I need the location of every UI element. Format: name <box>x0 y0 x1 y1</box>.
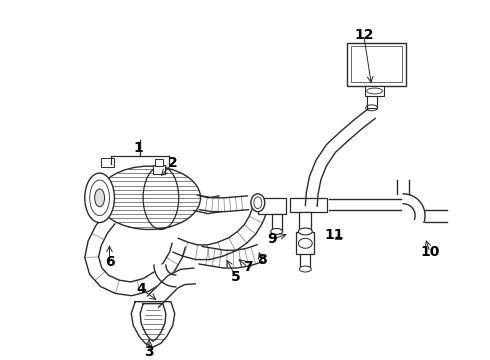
Polygon shape <box>425 210 447 221</box>
Bar <box>153 165 165 174</box>
Ellipse shape <box>298 228 312 235</box>
Polygon shape <box>397 180 409 194</box>
Text: 11: 11 <box>324 228 344 242</box>
Bar <box>272 213 282 231</box>
Bar <box>258 198 286 213</box>
Polygon shape <box>147 268 195 307</box>
Polygon shape <box>173 207 267 260</box>
Bar <box>367 86 376 108</box>
Polygon shape <box>194 195 221 213</box>
Bar <box>155 159 163 166</box>
FancyBboxPatch shape <box>347 42 406 86</box>
Polygon shape <box>140 303 166 341</box>
Polygon shape <box>131 302 175 347</box>
Text: 10: 10 <box>420 245 440 259</box>
Ellipse shape <box>98 166 200 229</box>
Bar <box>290 198 327 212</box>
Text: 6: 6 <box>105 255 114 269</box>
Polygon shape <box>199 245 263 268</box>
Bar <box>296 233 314 254</box>
Polygon shape <box>154 265 176 287</box>
Text: 1: 1 <box>133 141 143 156</box>
Text: 12: 12 <box>354 28 373 42</box>
Ellipse shape <box>95 189 104 207</box>
Text: 2: 2 <box>168 156 178 170</box>
Polygon shape <box>305 109 375 206</box>
Polygon shape <box>403 194 425 222</box>
Ellipse shape <box>270 229 283 234</box>
Bar <box>100 158 115 167</box>
Polygon shape <box>199 196 248 212</box>
Text: 3: 3 <box>144 345 154 359</box>
Ellipse shape <box>299 266 311 272</box>
Text: 4: 4 <box>136 282 146 296</box>
Polygon shape <box>85 215 185 296</box>
Text: 8: 8 <box>257 253 267 267</box>
Ellipse shape <box>251 194 265 212</box>
Bar <box>299 212 311 231</box>
Ellipse shape <box>85 173 115 222</box>
Text: 7: 7 <box>243 260 253 274</box>
Polygon shape <box>329 199 401 210</box>
Text: 9: 9 <box>267 232 276 246</box>
Text: 5: 5 <box>231 270 241 284</box>
Bar <box>365 86 385 96</box>
